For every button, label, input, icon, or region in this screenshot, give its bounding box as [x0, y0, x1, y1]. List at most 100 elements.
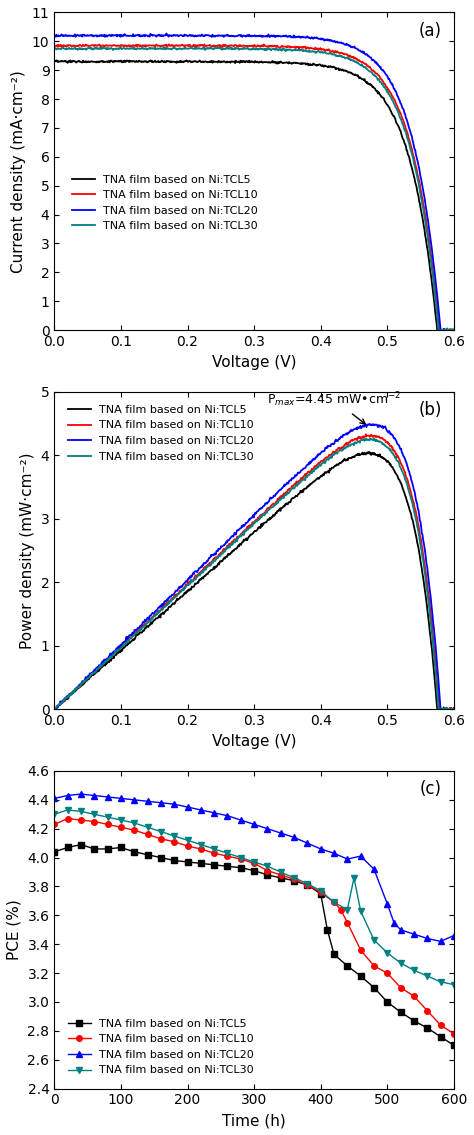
- Y-axis label: Power density (mW·cm⁻²): Power density (mW·cm⁻²): [20, 452, 35, 649]
- TNA film based on Ni:TCL30: [52, 807, 57, 821]
- TNA film based on Ni:TCL20: [154, 28, 160, 42]
- TNA film based on Ni:TCL20: [319, 446, 324, 460]
- TNA film based on Ni:TCL30: [154, 607, 160, 621]
- TNA film based on Ni:TCL10: [437, 323, 443, 337]
- TNA film based on Ni:TCL10: [158, 832, 164, 846]
- TNA film based on Ni:TCL5: [122, 640, 128, 654]
- TNA film based on Ni:TCL20: [232, 527, 238, 540]
- TNA film based on Ni:TCL5: [147, 53, 153, 67]
- TNA film based on Ni:TCL5: [358, 969, 364, 983]
- TNA film based on Ni:TCL5: [65, 841, 71, 855]
- TNA film based on Ni:TCL20: [358, 849, 364, 863]
- TNA film based on Ni:TCL10: [155, 605, 161, 619]
- TNA film based on Ni:TCL10: [122, 39, 128, 52]
- TNA film based on Ni:TCL20: [451, 323, 457, 337]
- Text: P$_{max}$=4.45 mW•cm$^{-2}$: P$_{max}$=4.45 mW•cm$^{-2}$: [267, 390, 402, 424]
- TNA film based on Ni:TCL5: [291, 874, 297, 888]
- TNA film based on Ni:TCL30: [233, 41, 238, 54]
- TNA film based on Ni:TCL20: [331, 847, 337, 860]
- TNA film based on Ni:TCL5: [435, 703, 441, 716]
- Line: TNA film based on Ni:TCL10: TNA film based on Ni:TCL10: [55, 44, 454, 330]
- X-axis label: Time (h): Time (h): [222, 1113, 286, 1128]
- TNA film based on Ni:TCL5: [352, 448, 358, 462]
- TNA film based on Ni:TCL10: [438, 1018, 443, 1032]
- TNA film based on Ni:TCL30: [225, 847, 230, 860]
- TNA film based on Ni:TCL30: [291, 871, 297, 884]
- TNA film based on Ni:TCL10: [145, 827, 150, 841]
- TNA film based on Ni:TCL30: [353, 54, 359, 68]
- TNA film based on Ni:TCL5: [233, 53, 238, 67]
- TNA film based on Ni:TCL5: [198, 857, 204, 871]
- TNA film based on Ni:TCL10: [185, 839, 191, 852]
- TNA film based on Ni:TCL20: [291, 831, 297, 844]
- TNA film based on Ni:TCL30: [185, 833, 191, 847]
- TNA film based on Ni:TCL30: [52, 703, 57, 716]
- TNA film based on Ni:TCL20: [304, 836, 310, 850]
- TNA film based on Ni:TCL5: [52, 846, 57, 859]
- TNA film based on Ni:TCL5: [371, 981, 377, 994]
- TNA film based on Ni:TCL30: [105, 810, 110, 824]
- TNA film based on Ni:TCL30: [172, 830, 177, 843]
- TNA film based on Ni:TCL30: [238, 851, 244, 865]
- TNA film based on Ni:TCL20: [391, 916, 397, 930]
- TNA film based on Ni:TCL5: [384, 995, 390, 1009]
- Y-axis label: Current density (mA·cm⁻²): Current density (mA·cm⁻²): [11, 70, 26, 272]
- TNA film based on Ni:TCL30: [352, 436, 358, 449]
- TNA film based on Ni:TCL20: [211, 806, 217, 819]
- TNA film based on Ni:TCL10: [288, 482, 293, 496]
- TNA film based on Ni:TCL5: [158, 851, 164, 865]
- Line: TNA film based on Ni:TCL30: TNA film based on Ni:TCL30: [55, 438, 454, 709]
- TNA film based on Ni:TCL5: [154, 612, 160, 625]
- TNA film based on Ni:TCL30: [371, 431, 377, 445]
- Line: TNA film based on Ni:TCL10: TNA film based on Ni:TCL10: [55, 435, 454, 709]
- TNA film based on Ni:TCL10: [105, 817, 110, 831]
- TNA film based on Ni:TCL10: [451, 703, 457, 716]
- TNA film based on Ni:TCL5: [304, 878, 310, 892]
- TNA film based on Ni:TCL30: [118, 814, 124, 827]
- TNA film based on Ni:TCL20: [233, 30, 238, 43]
- Legend: TNA film based on Ni:TCL5, TNA film based on Ni:TCL10, TNA film based on Ni:TCL2: TNA film based on Ni:TCL5, TNA film base…: [64, 1015, 259, 1079]
- TNA film based on Ni:TCL5: [319, 59, 325, 73]
- TNA film based on Ni:TCL20: [318, 842, 324, 856]
- Y-axis label: PCE (%): PCE (%): [7, 899, 22, 960]
- TNA film based on Ni:TCL10: [211, 847, 217, 860]
- TNA film based on Ni:TCL30: [232, 536, 238, 549]
- TNA film based on Ni:TCL30: [345, 902, 350, 916]
- TNA film based on Ni:TCL30: [331, 896, 337, 909]
- TNA film based on Ni:TCL10: [331, 896, 337, 909]
- Line: TNA film based on Ni:TCL10: TNA film based on Ni:TCL10: [52, 816, 456, 1036]
- TNA film based on Ni:TCL30: [411, 964, 417, 977]
- TNA film based on Ni:TCL5: [78, 838, 84, 851]
- TNA film based on Ni:TCL5: [287, 496, 292, 510]
- TNA film based on Ni:TCL5: [451, 701, 457, 715]
- TNA film based on Ni:TCL5: [105, 842, 110, 856]
- TNA film based on Ni:TCL20: [172, 798, 177, 812]
- TNA film based on Ni:TCL5: [185, 855, 191, 868]
- TNA film based on Ni:TCL30: [158, 825, 164, 839]
- TNA film based on Ni:TCL10: [131, 823, 137, 836]
- TNA film based on Ni:TCL10: [251, 857, 257, 871]
- TNA film based on Ni:TCL10: [411, 990, 417, 1003]
- TNA film based on Ni:TCL30: [211, 842, 217, 856]
- TNA film based on Ni:TCL20: [251, 817, 257, 831]
- TNA film based on Ni:TCL20: [65, 789, 71, 802]
- TNA film based on Ni:TCL5: [52, 701, 57, 715]
- TNA film based on Ni:TCL10: [238, 852, 244, 866]
- TNA film based on Ni:TCL10: [233, 39, 238, 52]
- TNA film based on Ni:TCL30: [371, 933, 377, 947]
- TNA film based on Ni:TCL10: [172, 835, 177, 849]
- TNA film based on Ni:TCL10: [291, 873, 297, 886]
- TNA film based on Ni:TCL20: [371, 863, 377, 876]
- TNA film based on Ni:TCL20: [52, 703, 57, 716]
- TNA film based on Ni:TCL20: [398, 923, 403, 936]
- TNA film based on Ni:TCL30: [145, 821, 150, 834]
- TNA film based on Ni:TCL30: [436, 323, 441, 337]
- TNA film based on Ni:TCL30: [287, 485, 292, 498]
- TNA film based on Ni:TCL5: [365, 445, 371, 459]
- Line: TNA film based on Ni:TCL20: TNA film based on Ni:TCL20: [52, 791, 456, 944]
- TNA film based on Ni:TCL20: [353, 42, 359, 56]
- TNA film based on Ni:TCL20: [411, 927, 417, 941]
- X-axis label: Voltage (V): Voltage (V): [212, 354, 296, 370]
- TNA film based on Ni:TCL20: [78, 788, 84, 801]
- TNA film based on Ni:TCL5: [52, 53, 57, 67]
